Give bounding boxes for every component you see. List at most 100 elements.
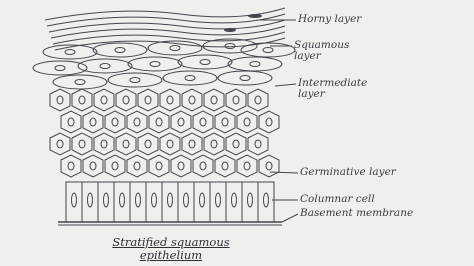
horny-line [50,25,286,39]
nucleus [103,192,109,208]
nucleus [122,95,130,105]
columnar-cell [177,181,195,223]
nucleus [100,95,108,105]
nucleus [215,192,221,208]
nucleus [177,161,185,171]
title: Stratified squamous epithelium [112,235,230,262]
polygonal-cell [126,154,148,178]
nucleus [89,117,97,127]
nucleus [64,49,76,55]
nucleus [232,139,240,149]
nucleus [122,139,130,149]
nucleus [89,161,97,171]
label: Squamous layer [294,39,350,62]
nucleus [247,192,253,208]
polygonal-cell [258,154,280,178]
polygonal-cell [236,154,258,178]
horny-line [52,31,286,45]
horny-line [48,19,286,33]
nucleus [177,117,185,127]
nucleus [231,192,237,208]
columnar-cell [241,181,259,223]
nucleus [114,47,126,53]
columnar-cell [97,181,115,223]
nucleus [254,95,262,105]
squamous-cell [32,60,88,76]
nucleus [184,75,196,81]
nucleus [100,139,108,149]
columnar-cell [257,181,275,223]
squamous-cell [52,74,108,90]
polygonal-cell [60,154,82,178]
polygonal-cell [148,154,170,178]
nucleus [54,65,66,71]
nucleus [133,161,141,171]
polygonal-cell [247,132,269,156]
nucleus [188,95,196,105]
polygonal-cell [148,110,170,134]
label: Horny layer [298,13,362,25]
polygonal-cell [60,110,82,134]
nucleus [111,117,119,127]
polygonal-cell [247,88,269,112]
polygonal-cell [49,88,71,112]
nucleus [169,45,181,51]
polygonal-cell [258,110,280,134]
squamous-cell [77,58,133,74]
polygonal-cell [181,132,203,156]
columnar-cell [65,181,83,223]
horny-line [46,13,286,27]
nucleus [56,95,64,105]
polygonal-cell [181,88,203,112]
nucleus [249,61,261,67]
squamous-cell [240,42,296,58]
nucleus [199,59,211,65]
nucleus [166,139,174,149]
squamous-cell [202,38,258,54]
polygonal-cell [82,110,104,134]
nucleus [129,77,141,83]
label: Columnar cell [300,193,375,205]
nucleus [135,192,141,208]
nucleus [151,192,157,208]
nucleus [199,161,207,171]
nucleus [199,117,207,127]
polygonal-cell [214,154,236,178]
nucleus [254,139,262,149]
nucleus [71,192,77,208]
polygonal-cell [49,132,71,156]
columnar-cell [81,181,99,223]
polygonal-cell [159,132,181,156]
leader-line [274,83,297,87]
squamous-cell [177,54,233,70]
polygonal-cell [93,88,115,112]
columnar-cell [161,181,179,223]
nucleus [149,61,161,67]
horny-line [54,37,286,51]
nucleus [243,161,251,171]
polygonal-cell [93,132,115,156]
columnar-cell [129,181,147,223]
polygonal-cell [71,132,93,156]
nucleus [67,161,75,171]
polygonal-cell [126,110,148,134]
leader-line [269,171,299,174]
polygonal-cell [203,88,225,112]
columnar-cell [225,181,243,223]
columnar-cell [193,181,211,223]
nucleus [243,117,251,127]
nucleus [119,192,125,208]
squamous-cell [162,70,218,86]
nucleus [210,95,218,105]
nucleus [199,192,205,208]
nucleus [232,95,240,105]
nucleus [99,63,111,69]
nucleus [74,79,86,85]
polygonal-cell [170,110,192,134]
nucleus [248,14,262,18]
polygonal-cell [225,132,247,156]
nucleus [221,161,229,171]
polygonal-cell [203,132,225,156]
